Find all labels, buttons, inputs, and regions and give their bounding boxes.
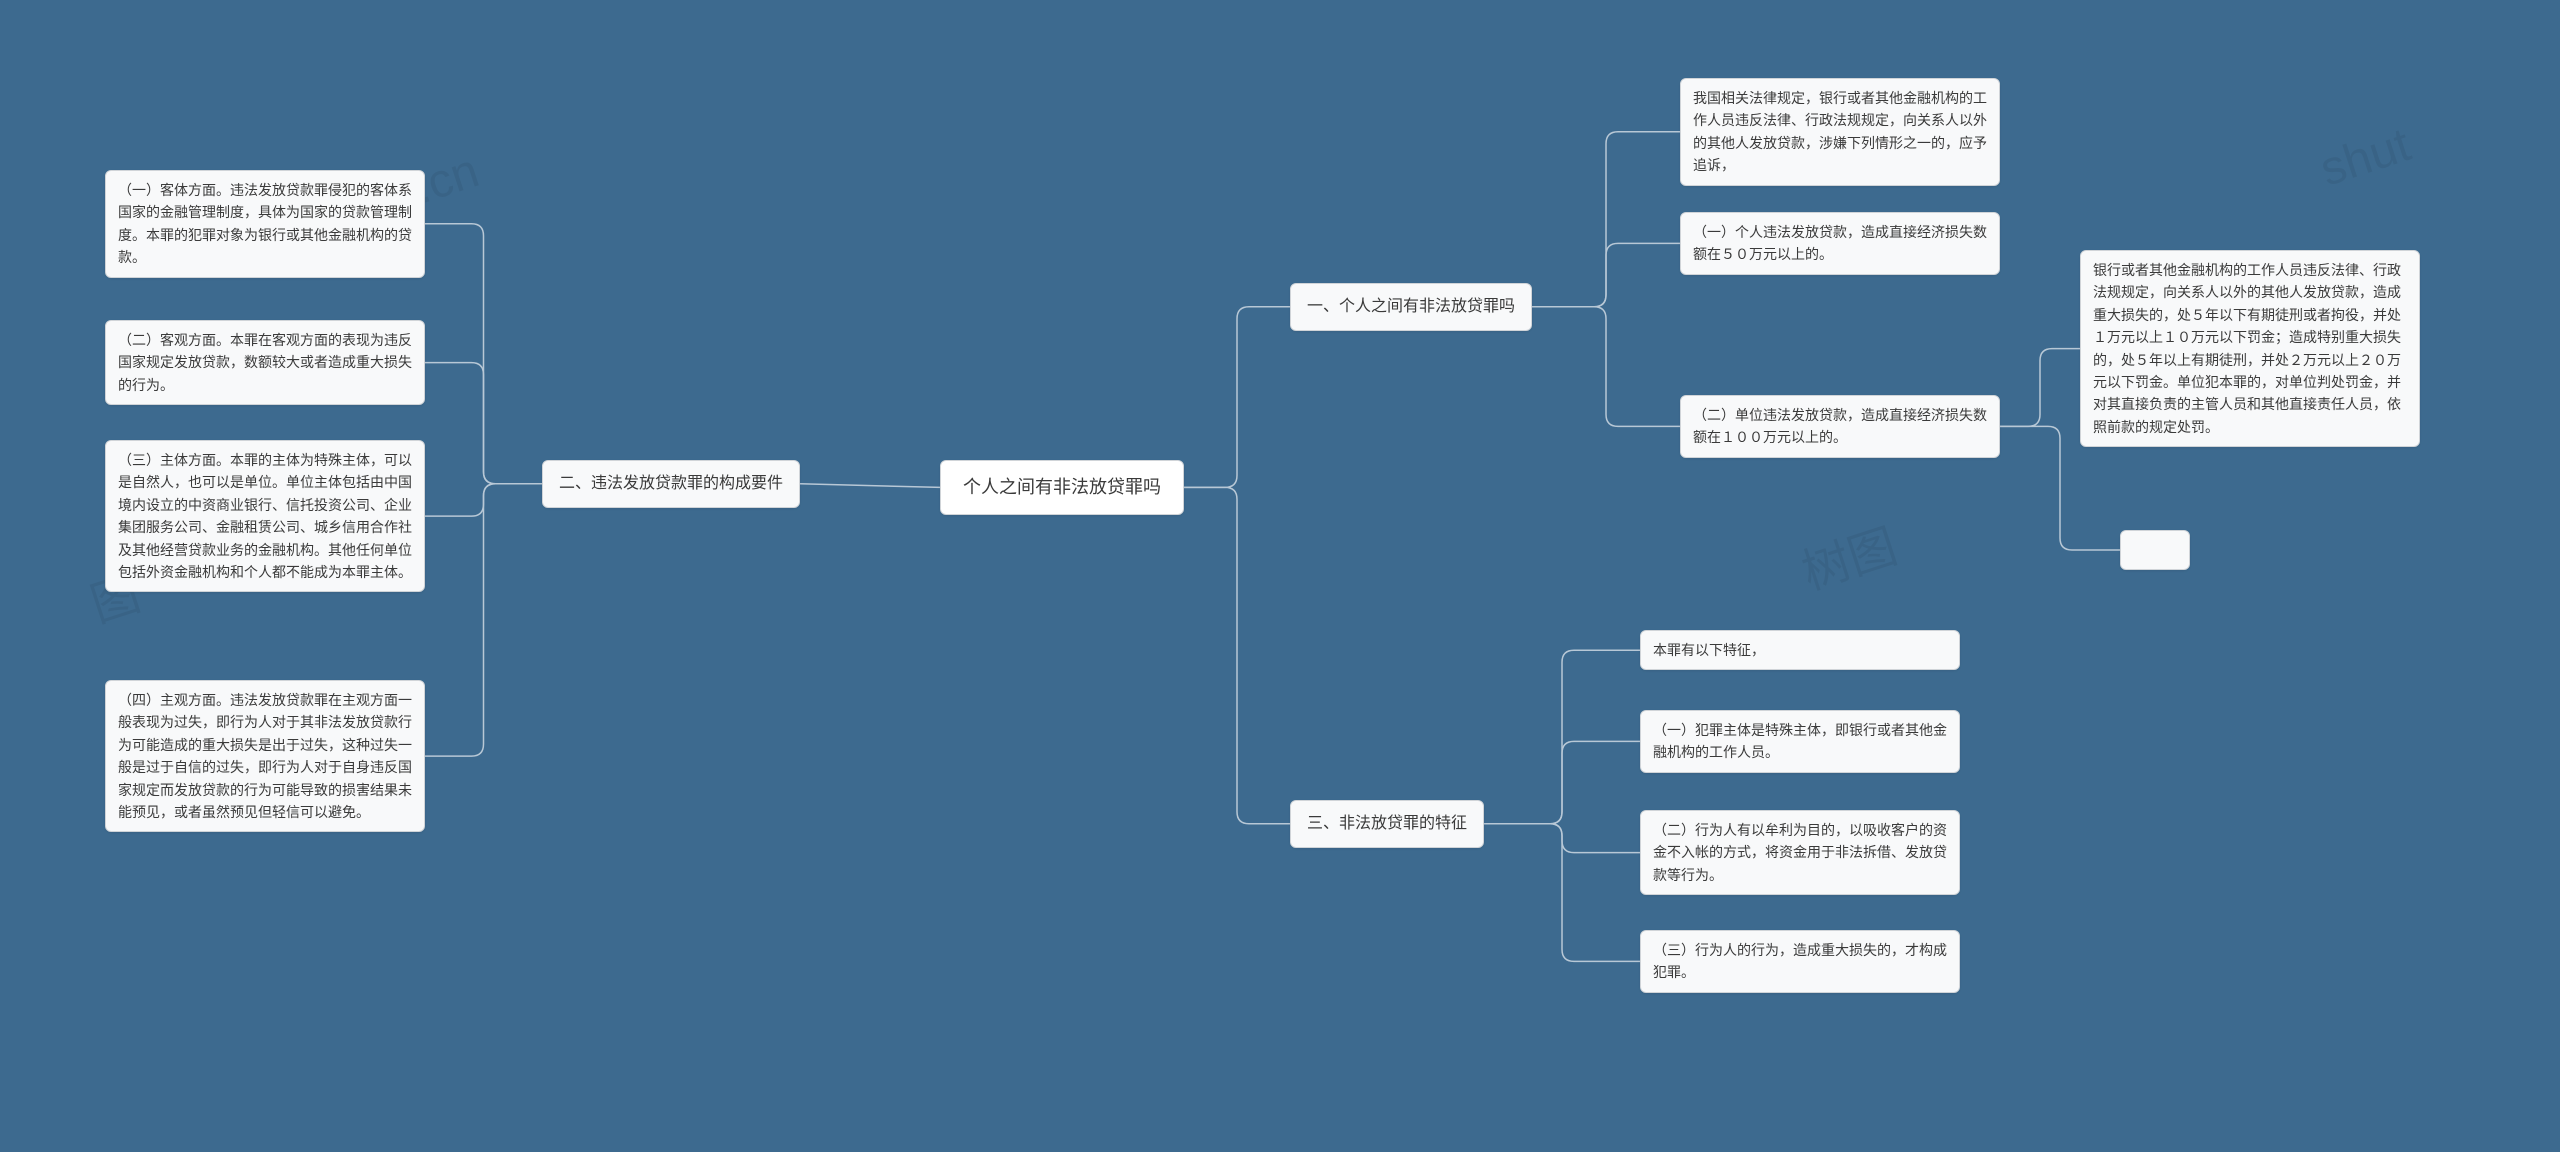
root-node[interactable]: 个人之间有非法放贷罪吗 <box>940 460 1184 515</box>
branch-node[interactable]: 一、个人之间有非法放贷罪吗 <box>1290 283 1532 331</box>
watermark: shut <box>2314 117 2417 197</box>
leaf-node[interactable]: （一）个人违法发放贷款，造成直接经济损失数额在５０万元以上的。 <box>1680 212 2000 275</box>
leaf-node[interactable]: 银行或者其他金融机构的工作人员违反法律、行政法规规定，向关系人以外的其他人发放贷… <box>2080 250 2420 447</box>
leaf-node[interactable]: （三）行为人的行为，造成重大损失的，才构成犯罪。 <box>1640 930 1960 993</box>
leaf-node[interactable]: （一）犯罪主体是特殊主体，即银行或者其他金融机构的工作人员。 <box>1640 710 1960 773</box>
branch-node[interactable]: 三、非法放贷罪的特征 <box>1290 800 1484 848</box>
branch-node[interactable]: 二、违法发放贷款罪的构成要件 <box>542 460 800 508</box>
empty-node[interactable] <box>2120 530 2190 570</box>
leaf-node[interactable]: （二）行为人有以牟利为目的，以吸收客户的资金不入帐的方式，将资金用于非法拆借、发… <box>1640 810 1960 895</box>
leaf-node[interactable]: （二）单位违法发放贷款，造成直接经济损失数额在１００万元以上的。 <box>1680 395 2000 458</box>
leaf-node[interactable]: 本罪有以下特征， <box>1640 630 1960 670</box>
leaf-node[interactable]: （二）客观方面。本罪在客观方面的表现为违反国家规定发放贷款，数额较大或者造成重大… <box>105 320 425 405</box>
mindmap-canvas: shutu.cn shut 树图 图 个人之间有非法放贷罪吗 一、个人之间有非法… <box>0 0 2560 1152</box>
leaf-node[interactable]: （三）主体方面。本罪的主体为特殊主体，可以是自然人，也可以是单位。单位主体包括由… <box>105 440 425 592</box>
watermark: 树图 <box>1792 507 1905 603</box>
leaf-node[interactable]: （一）客体方面。违法发放贷款罪侵犯的客体系国家的金融管理制度，具体为国家的贷款管… <box>105 170 425 278</box>
leaf-node[interactable]: （四）主观方面。违法发放贷款罪在主观方面一般表现为过失，即行为人对于其非法发放贷… <box>105 680 425 832</box>
leaf-node[interactable]: 我国相关法律规定，银行或者其他金融机构的工作人员违反法律、行政法规规定，向关系人… <box>1680 78 2000 186</box>
